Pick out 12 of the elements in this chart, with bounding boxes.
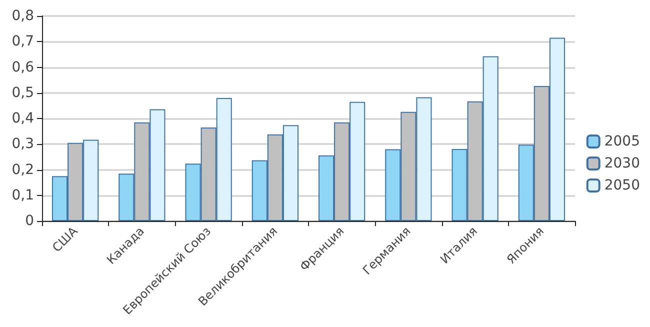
legend-label: 2030 [604,156,640,172]
legend-label: 2005 [604,134,640,150]
legend-label: 2050 [604,178,640,194]
y-tick-label: 0,8 [12,8,34,24]
y-tick-label: 0,3 [12,136,34,152]
y-tick-label: 0,4 [12,110,34,126]
y-tick-label: 0,6 [12,59,34,76]
y-tick-label: 0 [25,213,34,229]
y-tick-label: 0,1 [12,187,34,204]
y-tick-label: 0,2 [12,162,34,178]
y-tick-label: 0,5 [12,84,34,101]
y-tick-label: 0,7 [12,34,34,50]
